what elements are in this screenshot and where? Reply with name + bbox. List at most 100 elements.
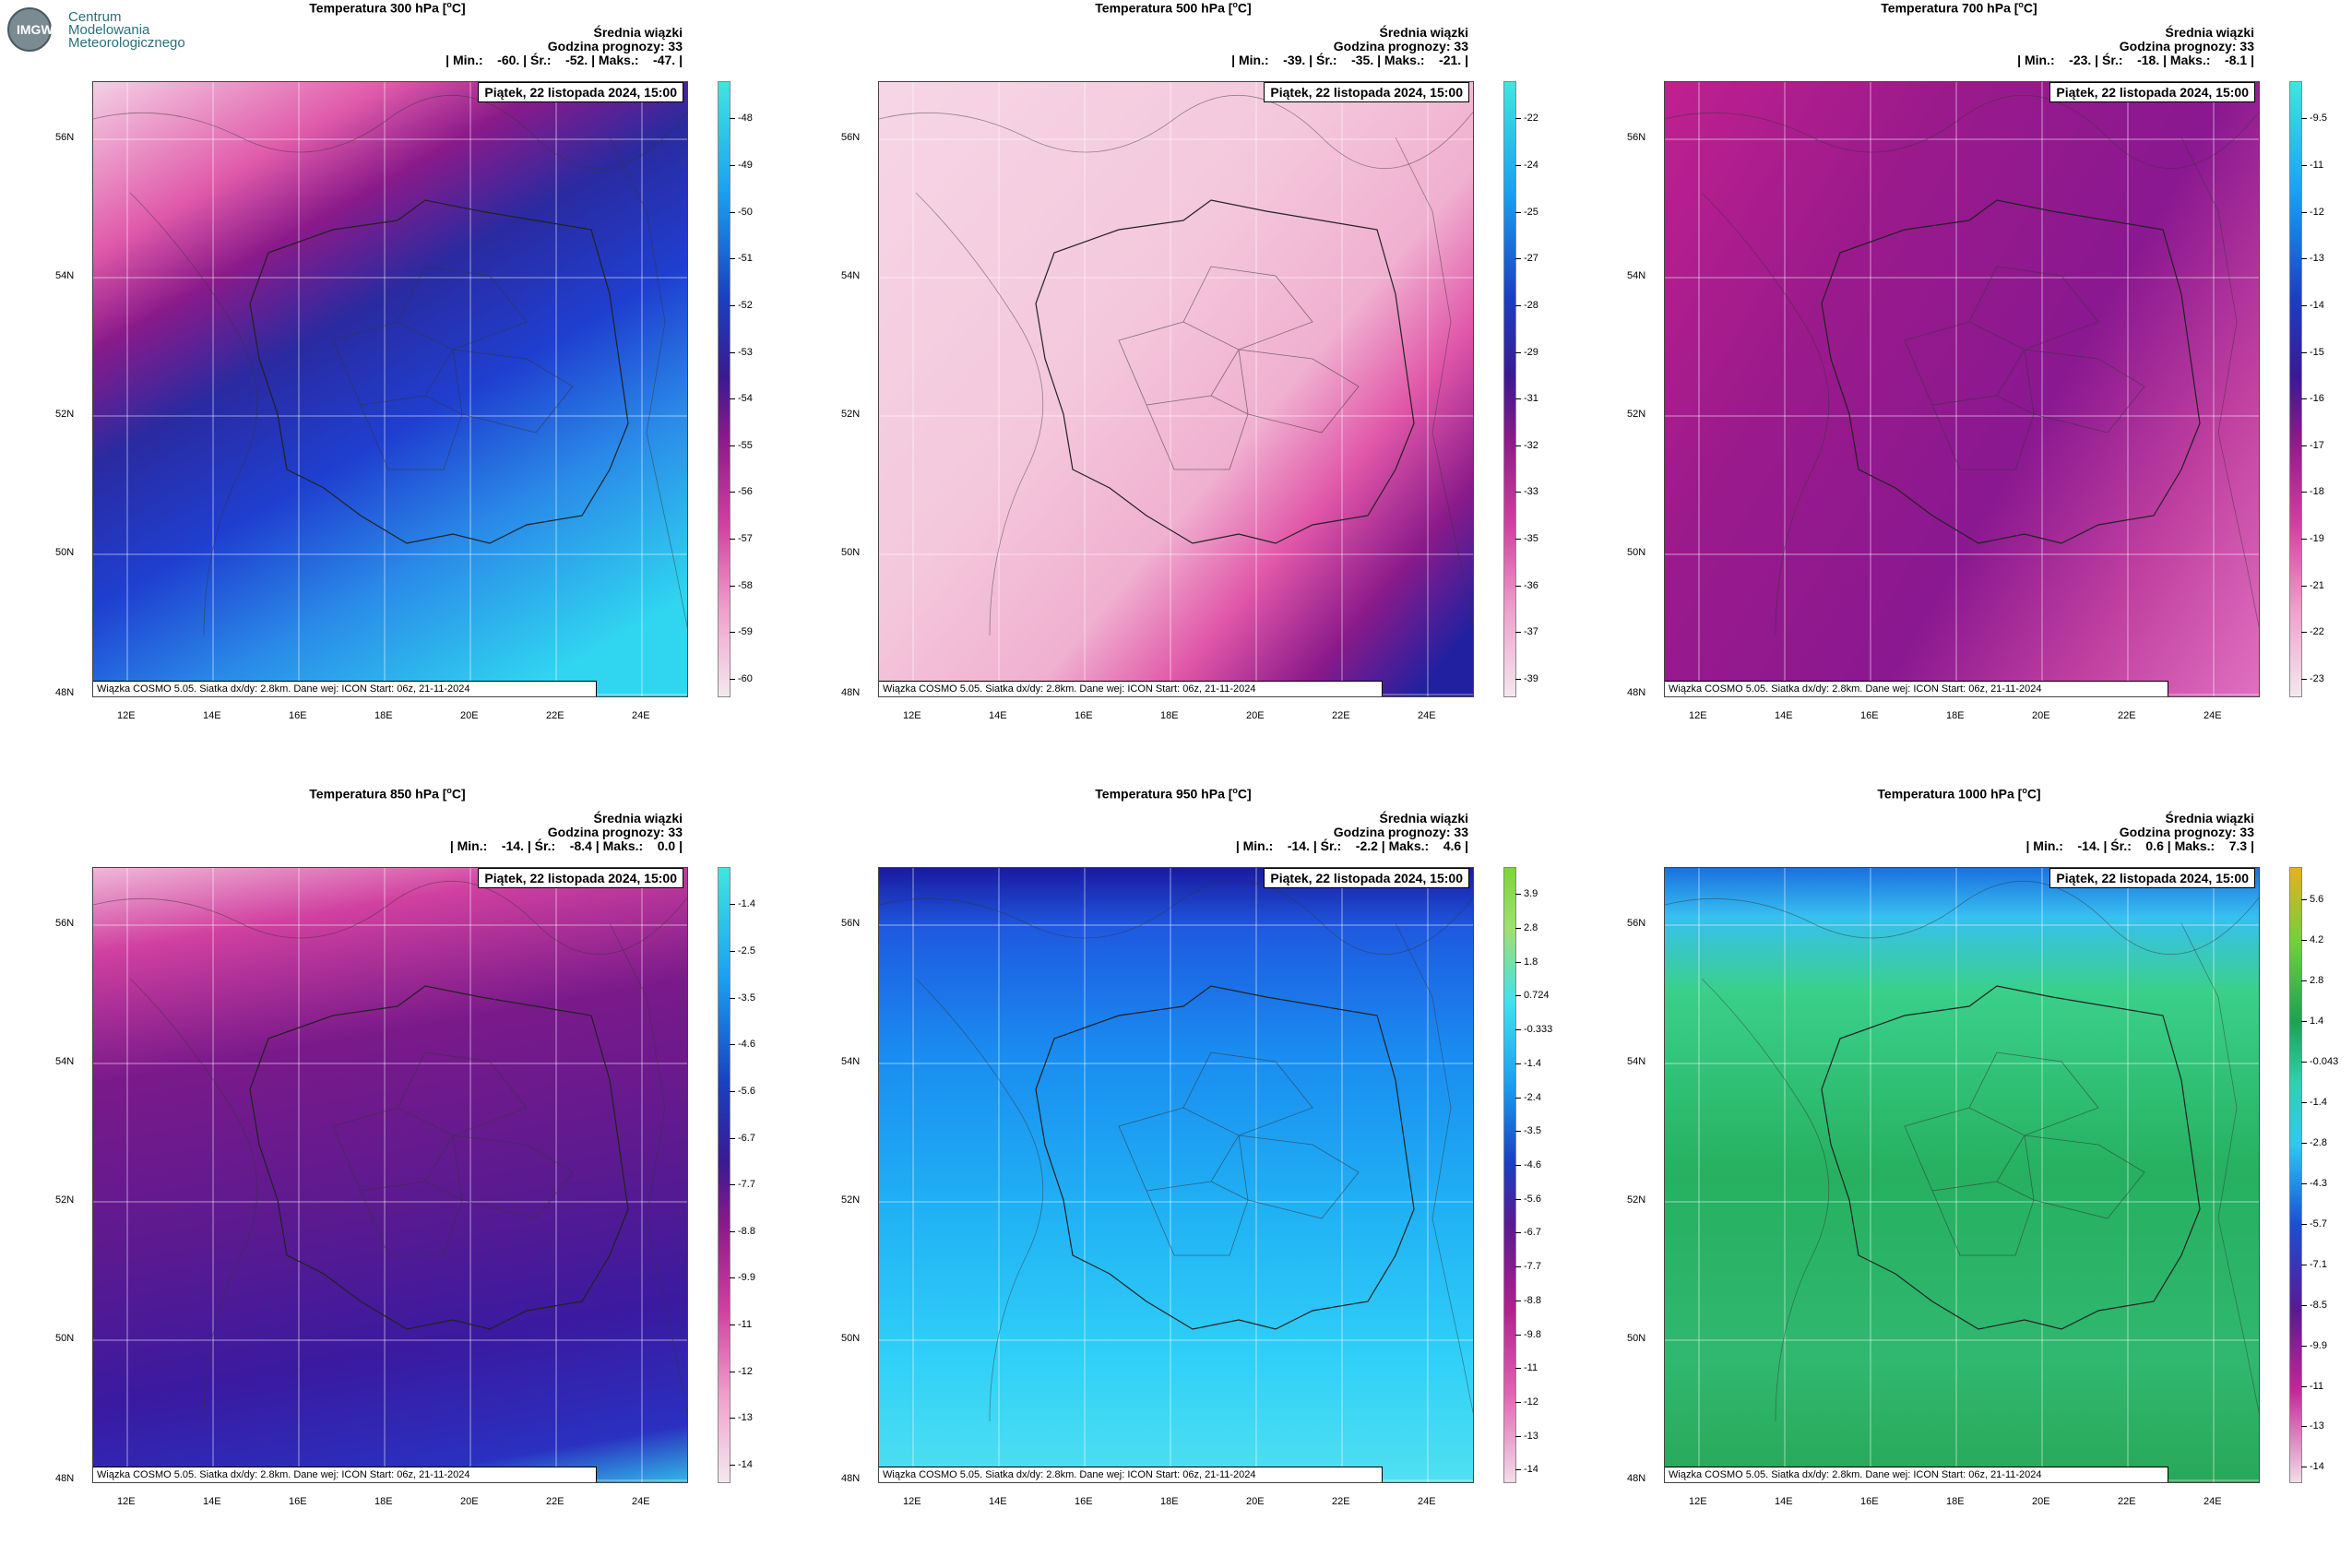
- ensemble-label: Średnia wiązki: [593, 811, 683, 826]
- colorbar-tick: 1.4: [2300, 1016, 2324, 1027]
- colorbar-tick: -8.8: [730, 1225, 755, 1237]
- colorbar-tick: -12: [2301, 206, 2324, 218]
- longitude-label: 12E: [117, 710, 136, 721]
- forecast-hour: Godzina prognozy: 33: [2119, 825, 2254, 839]
- longitude-label: 22E: [1332, 1496, 1350, 1507]
- stats-line: | Min.: -14. | Śr.: 0.6 | Maks.: 7.3 |: [2025, 838, 2254, 853]
- colorbar-tick: -2.4: [1515, 1091, 1541, 1103]
- longitude-label: 18E: [374, 710, 393, 721]
- colorbar-tick: -27: [1515, 253, 1538, 265]
- latitude-label: 56N: [841, 918, 861, 929]
- model-credit: Wiązka COSMO 5.05. Siatka dx/dy: 2.8km. …: [1665, 1467, 2168, 1482]
- colorbar-tick: -23: [2301, 672, 2324, 684]
- colorbar-tick: -51: [730, 253, 753, 265]
- stats-line: | Min.: -39. | Śr.: -35. | Maks.: -21. |: [1231, 53, 1468, 67]
- latitude-label: 54N: [841, 1056, 861, 1067]
- forecast-hour: Godzina prognozy: 33: [1333, 39, 1468, 53]
- temperature-map: Piątek, 22 listopada 2024, 15:00 Wiązka C…: [1664, 867, 2260, 1483]
- longitude-label: 14E: [989, 1496, 1007, 1507]
- colorbar-tick: -50: [730, 206, 753, 218]
- colorbar: [718, 81, 731, 697]
- poland-border: [1035, 199, 1415, 544]
- latitude-label: 52N: [55, 409, 75, 420]
- colorbar-tick: -5.6: [730, 1085, 755, 1097]
- map-grid: [1665, 868, 2259, 1482]
- colorbar-tick: -2.8: [2301, 1136, 2327, 1148]
- colorbar-tick: -54: [730, 393, 753, 405]
- colorbar-tick: -22: [1515, 113, 1538, 125]
- map-grid: [879, 868, 1473, 1482]
- map-panel: Temperatura 700 hPa [oC] Średnia wiązki Go…: [1572, 0, 2328, 756]
- ensemble-info: Średnia wiązki Godzina prognozy: 33 | Min.…: [450, 812, 683, 853]
- colorbar-tick: -11: [729, 1318, 753, 1330]
- map-grid: [93, 82, 687, 696]
- imgw-logo: IMGW Centrum Modelowania Meteorologiczne…: [7, 7, 192, 53]
- latitude-label: 54N: [841, 270, 861, 281]
- colorbar-tick: -1.4: [2301, 1096, 2327, 1108]
- temperature-map: Piątek, 22 listopada 2024, 15:00 Wiązka C…: [92, 867, 688, 1483]
- colorbar-tick: -14: [2301, 1461, 2324, 1473]
- colorbar-tick: 2.8: [1515, 922, 1538, 934]
- colorbar: [1503, 867, 1516, 1483]
- colorbar-tick: -24: [1515, 160, 1538, 172]
- colorbar-tick: -13: [2301, 1420, 2324, 1432]
- colorbar-tick: 0.724: [1515, 990, 1550, 1002]
- longitude-label: 22E: [2118, 710, 2136, 721]
- colorbar-tick: -33: [1515, 486, 1538, 498]
- forecast-date: Piątek, 22 listopada 2024, 15:00: [1264, 82, 1469, 102]
- colorbar-tick: -5.7: [2301, 1218, 2327, 1229]
- panel-title: Temperatura 700 hPa [oC]: [1881, 0, 2037, 16]
- poland-border: [1821, 985, 2201, 1330]
- colorbar-tick: -1.4: [1515, 1057, 1541, 1069]
- colorbar-tick: -13: [2301, 253, 2324, 265]
- colorbar-tick: -8.8: [1515, 1294, 1541, 1306]
- longitude-label: 22E: [2118, 1496, 2136, 1507]
- colorbar-tick: -32: [1515, 439, 1538, 451]
- colorbar-tick: -6.7: [730, 1132, 755, 1144]
- longitude-label: 16E: [1075, 1496, 1093, 1507]
- colorbar-tick: -12: [1515, 1396, 1538, 1408]
- longitude-label: 16E: [289, 710, 307, 721]
- longitude-label: 20E: [460, 710, 479, 721]
- map-panel: Temperatura 950 hPa [oC] Średnia wiązki Go…: [786, 786, 1552, 1542]
- longitude-label: 12E: [903, 1496, 921, 1507]
- colorbar-tick: -60: [730, 672, 753, 684]
- ensemble-label: Średnia wiązki: [1379, 25, 1468, 40]
- longitude-label: 20E: [2032, 710, 2050, 721]
- colorbar-tick: -13: [730, 1412, 753, 1424]
- colorbar-tick: 3.9: [1515, 888, 1538, 900]
- longitude-label: 24E: [2204, 710, 2222, 721]
- temperature-map: Piątek, 22 listopada 2024, 15:00 Wiązka C…: [878, 867, 1474, 1483]
- temperature-map: Piątek, 22 listopada 2024, 15:00 Wiązka C…: [878, 81, 1474, 697]
- colorbar-tick: -12: [730, 1365, 753, 1377]
- map-grid: [1665, 82, 2259, 696]
- poland-border: [249, 985, 629, 1330]
- longitude-label: 18E: [1946, 1496, 1965, 1507]
- latitude-label: 48N: [55, 1473, 75, 1484]
- map-panel: Temperatura 300 hPa [oC] Średnia wiązki Go…: [0, 0, 756, 756]
- ensemble-info: Średnia wiązki Godzina prognozy: 33 | Min.…: [2025, 812, 2254, 853]
- latitude-label: 48N: [1627, 1473, 1646, 1484]
- imgw-badge: IMGW: [7, 7, 53, 52]
- stats-line: | Min.: -14. | Śr.: -8.4 | Maks.: 0.0 |: [449, 838, 683, 853]
- ensemble-label: Średnia wiązki: [1379, 811, 1468, 826]
- longitude-label: 14E: [203, 710, 221, 721]
- latitude-label: 48N: [841, 1473, 861, 1484]
- colorbar-tick: -31: [1515, 393, 1538, 405]
- colorbar-tick: -14: [2301, 299, 2324, 311]
- longitude-label: 20E: [2032, 1496, 2050, 1507]
- colorbar-tick: 1.8: [1515, 956, 1538, 968]
- colorbar-tick: -9.9: [730, 1272, 755, 1284]
- colorbar-tick: -7.7: [730, 1179, 755, 1191]
- map-grid: [879, 82, 1473, 696]
- latitude-label: 54N: [1627, 1056, 1646, 1067]
- colorbar-tick: -22: [2301, 626, 2324, 638]
- longitude-label: 24E: [632, 710, 650, 721]
- forecast-date: Piątek, 22 listopada 2024, 15:00: [2049, 868, 2255, 888]
- colorbar-tick: -13: [1515, 1430, 1538, 1442]
- forecast-hour: Godzina prognozy: 33: [1333, 825, 1468, 839]
- colorbar-tick: -48: [730, 113, 753, 125]
- map-panel: Temperatura 500 hPa [oC] Średnia wiązki Go…: [786, 0, 1542, 756]
- forecast-hour: Godzina prognozy: 33: [547, 825, 683, 839]
- colorbar: [2289, 867, 2302, 1483]
